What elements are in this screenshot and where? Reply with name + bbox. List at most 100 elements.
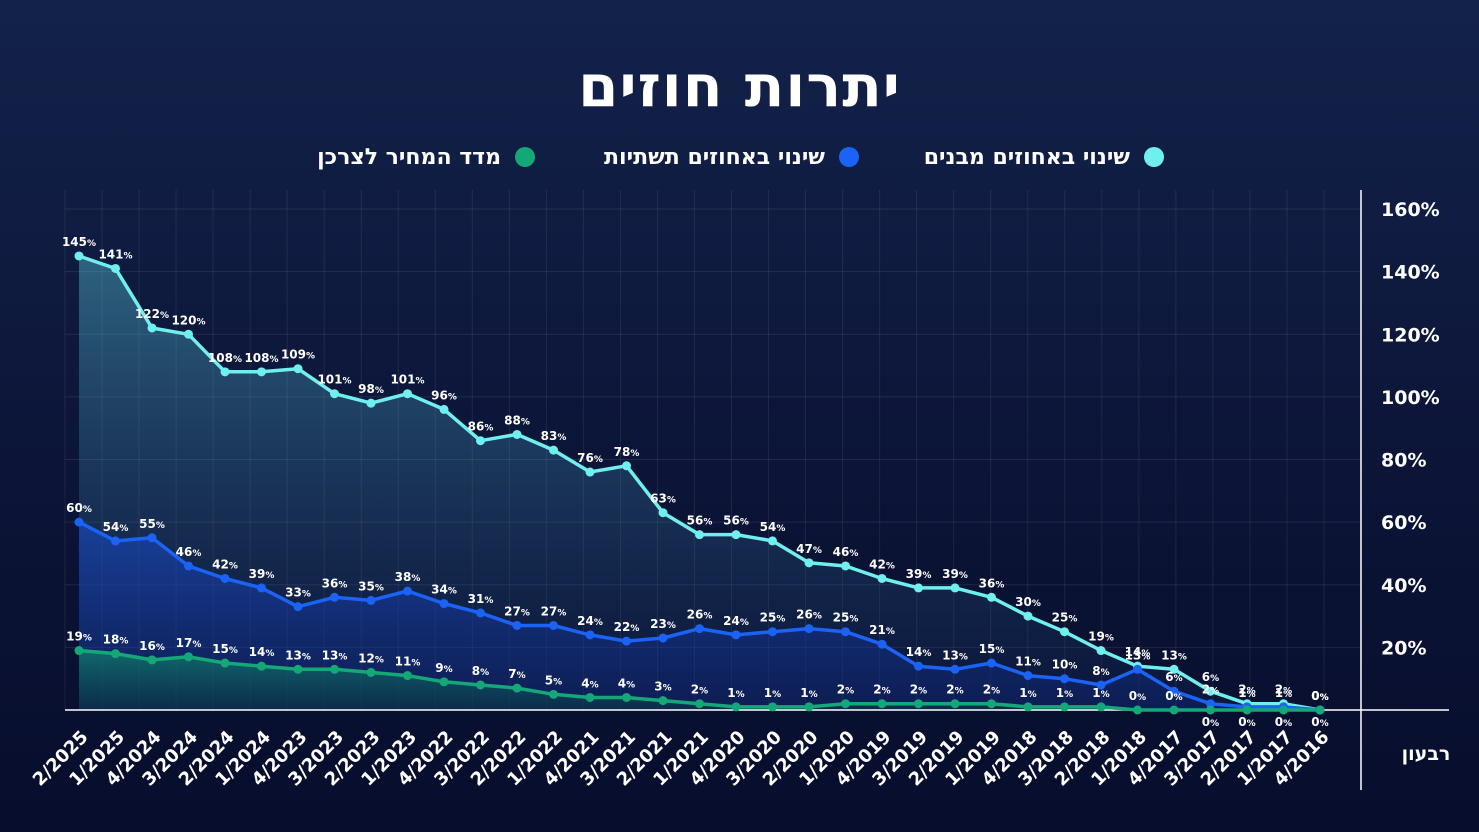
data-label-infrastructure: 42% xyxy=(212,557,238,571)
data-label-cpi: 1% xyxy=(1092,686,1109,700)
point-infrastructure xyxy=(549,620,558,630)
point-cpi xyxy=(622,692,631,702)
point-infrastructure xyxy=(914,661,923,671)
point-buildings xyxy=(147,323,157,333)
data-label-cpi: 2% xyxy=(837,683,854,697)
point-cpi xyxy=(841,699,850,709)
point-infrastructure xyxy=(403,586,412,596)
point-cpi xyxy=(987,699,996,709)
data-label-cpi: 5% xyxy=(545,673,562,687)
y-tick-label: 60% xyxy=(1381,512,1426,534)
point-infrastructure xyxy=(74,517,84,527)
data-label-infrastructure: 54% xyxy=(103,520,129,534)
data-label-infrastructure: 26% xyxy=(687,608,713,622)
data-label-cpi: 1% xyxy=(764,686,781,700)
point-buildings xyxy=(476,436,485,446)
point-cpi xyxy=(585,692,595,702)
data-label-infrastructure: 46% xyxy=(176,545,202,559)
point-cpi xyxy=(366,667,376,677)
point-infrastructure xyxy=(1206,699,1215,709)
x-axis-title: רבעון xyxy=(1402,743,1451,765)
point-cpi xyxy=(476,680,485,690)
point-buildings xyxy=(1206,686,1215,696)
point-infrastructure xyxy=(1096,680,1106,690)
data-label-infrastructure: 24% xyxy=(723,614,749,628)
point-infrastructure xyxy=(804,624,814,634)
point-buildings xyxy=(366,398,376,408)
data-label-buildings: 56% xyxy=(687,514,713,528)
data-label-cpi: 14% xyxy=(249,645,275,659)
point-infrastructure xyxy=(366,595,376,605)
point-infrastructure xyxy=(695,624,704,634)
data-label-infrastructure: 25% xyxy=(760,611,786,625)
data-label-buildings: 145% xyxy=(62,235,96,249)
data-label-buildings: 42% xyxy=(869,557,895,571)
point-cpi xyxy=(184,652,193,662)
data-label-cpi: 16% xyxy=(139,639,165,653)
point-cpi xyxy=(1242,705,1252,715)
data-label-infrastructure: 10% xyxy=(1052,658,1078,672)
point-buildings xyxy=(804,558,814,568)
data-label-infrastructure: 8% xyxy=(1092,664,1109,678)
y-tick-label: 160% xyxy=(1381,199,1440,221)
data-label-infrastructure: 13% xyxy=(942,648,968,662)
area-fills xyxy=(79,256,1320,710)
point-cpi xyxy=(330,664,339,674)
data-label-infrastructure: 2% xyxy=(1202,683,1219,697)
y-tick-label: 40% xyxy=(1381,575,1426,597)
point-buildings xyxy=(1096,646,1106,656)
data-label-buildings: 14% xyxy=(1125,645,1151,659)
y-tick-label: 100% xyxy=(1381,387,1440,409)
data-label-infrastructure: 1% xyxy=(1238,686,1255,700)
point-cpi xyxy=(147,655,157,665)
data-label-cpi: 2% xyxy=(691,683,708,697)
point-infrastructure xyxy=(768,627,777,637)
point-cpi xyxy=(1315,705,1325,715)
data-label-buildings: 39% xyxy=(906,567,932,581)
data-label-infrastructure: 55% xyxy=(139,517,165,531)
data-label-cpi: 11% xyxy=(395,655,421,669)
data-label-buildings: 47% xyxy=(796,542,822,556)
data-label-cpi: 0% xyxy=(1165,689,1182,703)
point-cpi xyxy=(220,658,230,668)
data-label-infrastructure: 24% xyxy=(577,614,603,628)
data-label-buildings: 46% xyxy=(833,545,859,559)
data-label-cpi: 7% xyxy=(508,667,525,681)
data-label-buildings: 101% xyxy=(317,373,351,387)
point-cpi xyxy=(439,677,449,687)
data-label-cpi: 15% xyxy=(212,642,238,656)
data-label-infrastructure: 60% xyxy=(66,501,92,515)
data-label-buildings: 0% xyxy=(1311,689,1328,703)
point-cpi xyxy=(695,699,704,709)
data-label-buildings: 88% xyxy=(504,413,530,427)
data-label-infrastructure: 27% xyxy=(541,604,567,618)
point-buildings xyxy=(1060,627,1069,637)
point-buildings xyxy=(658,508,668,518)
point-infrastructure xyxy=(622,636,631,646)
data-label-cpi: 2% xyxy=(946,683,963,697)
point-cpi xyxy=(257,661,266,671)
data-label-infrastructure: 11% xyxy=(1015,655,1041,669)
legend-label-cpi: מדד המחיר לצרכן xyxy=(317,144,501,170)
legend-dot-buildings xyxy=(1144,147,1164,167)
point-buildings xyxy=(74,251,84,261)
data-label-infrastructure: 14% xyxy=(906,645,932,659)
area-infrastructure xyxy=(79,522,1320,710)
point-buildings xyxy=(257,367,266,377)
data-label-cpi: 1% xyxy=(727,686,744,700)
point-buildings xyxy=(293,364,303,374)
data-label-infrastructure: 35% xyxy=(358,579,384,593)
data-label-infrastructure: 1% xyxy=(1275,686,1292,700)
legend-label-infrastructure: שינוי באחוזים תשתיות xyxy=(604,144,825,170)
point-cpi xyxy=(950,699,960,709)
data-label-buildings: 2% xyxy=(1275,683,1292,697)
point-buildings xyxy=(622,461,631,471)
data-label-cpi: 0% xyxy=(1129,689,1146,703)
data-label-cpi: 0% xyxy=(1275,715,1292,729)
data-label-cpi: 9% xyxy=(435,661,452,675)
data-label-buildings: 63% xyxy=(650,492,676,506)
point-cpi xyxy=(877,699,887,709)
point-buildings xyxy=(549,445,558,455)
data-label-buildings: 86% xyxy=(468,420,494,434)
